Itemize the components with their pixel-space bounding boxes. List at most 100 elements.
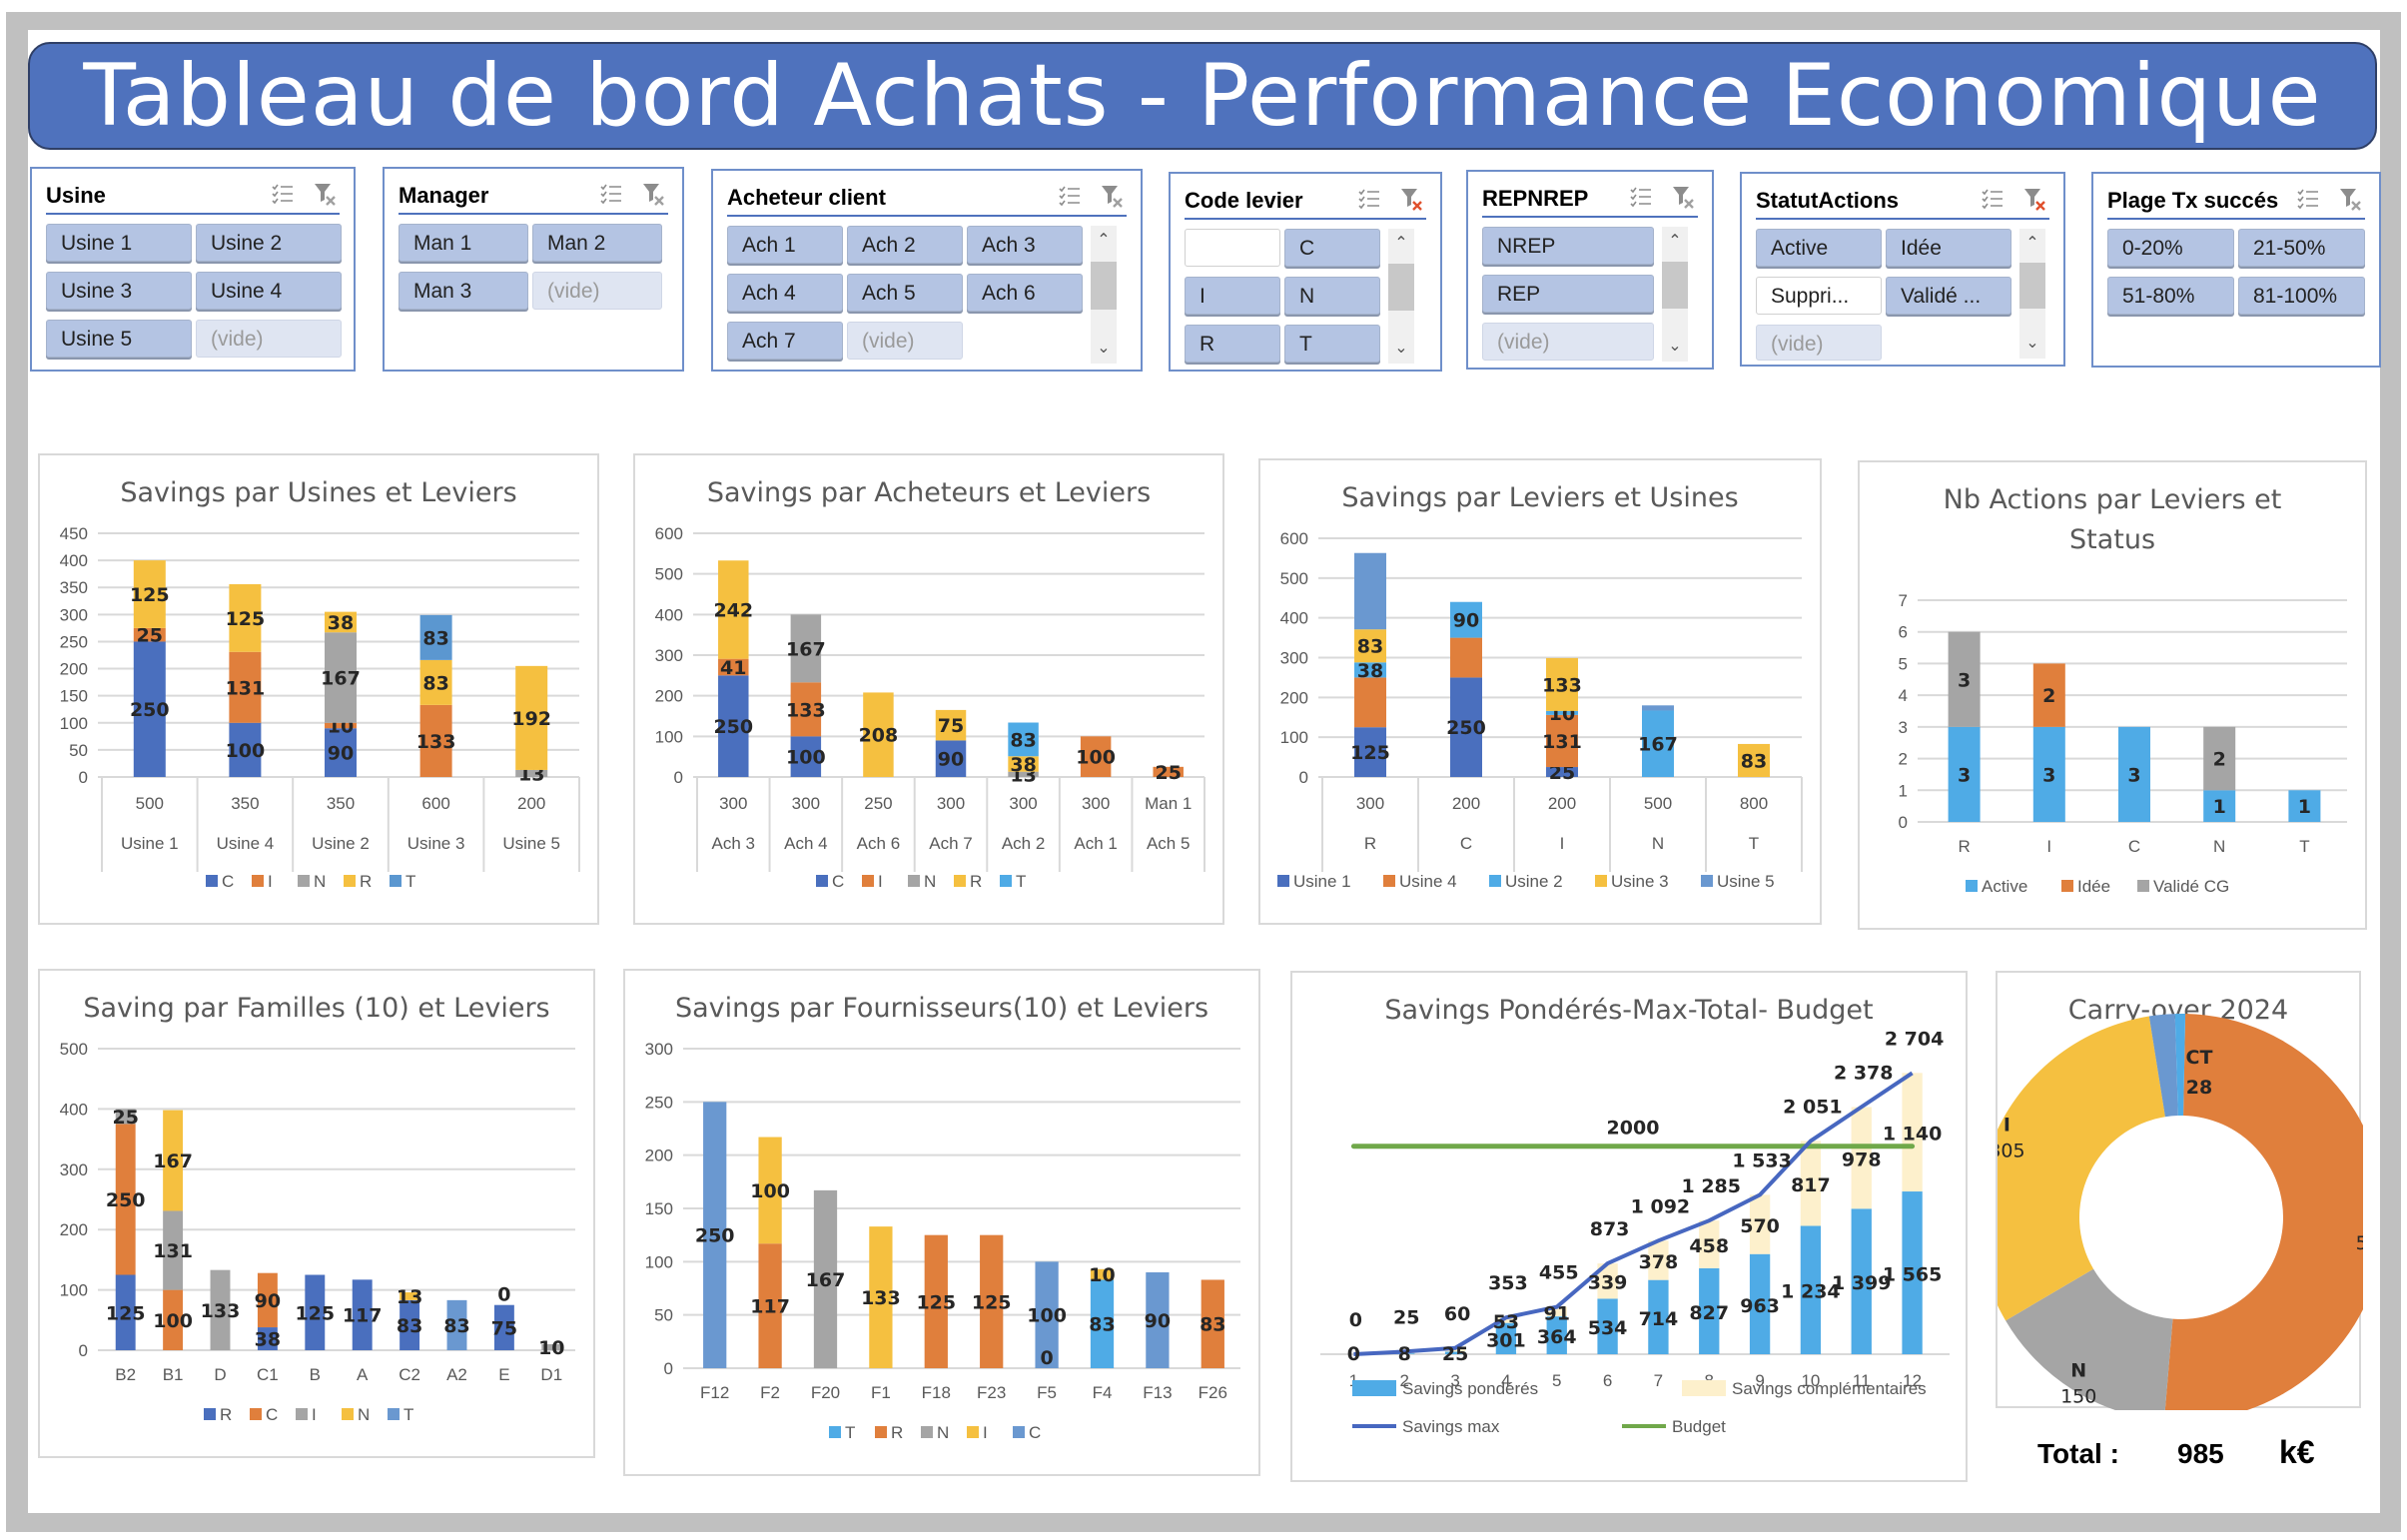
multi-select-icon[interactable] <box>1628 184 1654 210</box>
scroll-up-icon[interactable]: ⌃ <box>1097 232 1111 249</box>
clear-filter-icon[interactable] <box>1099 183 1125 209</box>
clear-filter-icon[interactable] <box>312 181 338 207</box>
svg-text:2: 2 <box>1400 1371 1409 1390</box>
slicer-item[interactable]: 21-50% <box>2238 229 2365 267</box>
slicer-item[interactable]: Ach 3 <box>967 226 1083 264</box>
slicer-item[interactable]: (vide) <box>196 320 342 358</box>
scroll-thumb[interactable] <box>1662 262 1688 309</box>
scroll-thumb[interactable] <box>2019 263 2045 309</box>
chart-fournisseurs_leviers[interactable]: Savings par Fournisseurs(10) et Leviers 0… <box>623 969 1260 1476</box>
scroll-thumb[interactable] <box>1091 262 1117 310</box>
slicer-scrollbar[interactable]: ⌃ ⌄ <box>2019 229 2045 359</box>
slicer-item[interactable]: (vide) <box>1482 323 1654 361</box>
svg-text:T: T <box>405 872 415 891</box>
chart-familles_leviers[interactable]: Saving par Familles (10) et Leviers 0 100 2… <box>38 969 595 1458</box>
slicer-item[interactable]: 0-20% <box>2107 229 2234 267</box>
slicer-item[interactable]: N <box>1284 277 1380 315</box>
clear-filter-icon[interactable] <box>1670 184 1696 210</box>
svg-text:75: 75 <box>491 1317 517 1339</box>
slicer-item[interactable]: Usine 4 <box>196 272 342 310</box>
slicer-item[interactable]: Man 1 <box>399 224 528 262</box>
chart-leviers_usines[interactable]: Savings par Leviers et Usines 0 100 200 300 4… <box>1258 458 1822 925</box>
multi-select-icon[interactable] <box>1356 186 1382 212</box>
chart-carry_over[interactable]: Carry-over 2024R503N150I305CT28 <box>1996 971 2363 1410</box>
svg-text:100: 100 <box>645 1252 673 1271</box>
slicer-item[interactable]: Man 3 <box>399 272 528 310</box>
bar-segment <box>1354 629 1386 663</box>
svg-text:83: 83 <box>397 1315 422 1337</box>
chart-ponderes_budget[interactable]: Savings Pondérés-Max-Total- Budget 12 3 4 5 6… <box>1290 971 1968 1482</box>
slicer-item[interactable]: Ach 1 <box>727 226 843 264</box>
svg-text:714: 714 <box>1639 1308 1679 1330</box>
legend-swatch <box>829 1426 841 1438</box>
scroll-down-icon[interactable]: ⌄ <box>1097 340 1111 357</box>
slicer-item[interactable]: 81-100% <box>2238 277 2365 315</box>
scroll-thumb[interactable] <box>1388 264 1414 311</box>
slicer-item[interactable]: Usine 3 <box>46 272 192 310</box>
legend-swatch <box>2137 880 2149 892</box>
slicer-item[interactable]: Man 2 <box>532 224 662 262</box>
slicer-item[interactable] <box>1185 229 1280 267</box>
clear-filter-icon[interactable] <box>2337 186 2363 212</box>
scroll-up-icon[interactable]: ⌃ <box>1668 233 1682 250</box>
bar-segment <box>790 614 822 683</box>
multi-select-icon[interactable] <box>598 181 624 207</box>
slicer-item[interactable]: NREP <box>1482 227 1654 265</box>
legend-swatch <box>954 875 966 887</box>
slicer-item[interactable]: (vide) <box>532 272 662 310</box>
svg-text:6: 6 <box>1603 1371 1612 1390</box>
multi-select-icon[interactable] <box>1057 183 1083 209</box>
scroll-down-icon[interactable]: ⌄ <box>1668 338 1682 355</box>
svg-text:125: 125 <box>295 1302 335 1324</box>
bar-segment <box>1902 1073 1923 1192</box>
slicer-item[interactable]: Validé ... <box>1886 277 2011 315</box>
slicer-item[interactable]: (vide) <box>1756 325 1882 361</box>
svg-text:300: 300 <box>719 794 747 813</box>
slicer-item[interactable]: Usine 1 <box>46 224 192 262</box>
multi-select-icon[interactable] <box>1980 186 2006 212</box>
bar-segment <box>1146 1272 1170 1368</box>
clear-filter-icon[interactable] <box>2021 186 2047 212</box>
slicer-scrollbar[interactable]: ⌃ ⌄ <box>1388 229 1414 364</box>
bar-segment <box>1546 657 1578 711</box>
legend-swatch <box>1013 1426 1025 1438</box>
svg-text:0: 0 <box>1299 768 1308 787</box>
slicer-item[interactable]: Ach 4 <box>727 274 843 312</box>
slicer-item[interactable]: Suppri... <box>1756 277 1882 315</box>
slicer-item[interactable]: T <box>1284 325 1380 363</box>
chart-title: Savings Pondérés-Max-Total- Budget <box>1384 995 1874 1026</box>
svg-text:9: 9 <box>1755 1371 1764 1390</box>
chart-usines_leviers[interactable]: Savings par Usines et Leviers 0 50 100 150 20… <box>38 453 599 925</box>
svg-text:150: 150 <box>60 687 88 706</box>
slicer-item[interactable]: Usine 2 <box>196 224 342 262</box>
multi-select-icon[interactable] <box>2295 186 2321 212</box>
slicer-item[interactable]: Usine 5 <box>46 320 192 358</box>
slicer-item[interactable]: C <box>1284 229 1380 267</box>
slicer-item[interactable]: Ach 6 <box>967 274 1083 312</box>
slicer-item[interactable]: I <box>1185 277 1280 315</box>
scroll-down-icon[interactable]: ⌄ <box>1394 340 1408 357</box>
chart-acheteurs_leviers[interactable]: Savings par Acheteurs et Leviers 0 100 200 3… <box>633 453 1224 925</box>
slicer-item[interactable]: Active <box>1756 229 1882 267</box>
slicer-item[interactable]: Idée <box>1886 229 2011 267</box>
scroll-up-icon[interactable]: ⌃ <box>2025 235 2039 252</box>
legend-swatch <box>252 875 264 887</box>
slicer-item[interactable]: REP <box>1482 275 1654 313</box>
slicer-scrollbar[interactable]: ⌃ ⌄ <box>1091 226 1117 364</box>
scroll-down-icon[interactable]: ⌄ <box>2025 335 2039 352</box>
multi-select-icon[interactable] <box>270 181 296 207</box>
bar-segment <box>718 658 749 676</box>
slicer-title: Plage Tx succés <box>2107 188 2279 213</box>
slicer-item[interactable]: (vide) <box>847 322 963 360</box>
clear-filter-icon[interactable] <box>640 181 666 207</box>
slicer-item[interactable]: Ach 2 <box>847 226 963 264</box>
scroll-up-icon[interactable]: ⌃ <box>1394 235 1408 252</box>
slicer-item[interactable]: 51-80% <box>2107 277 2234 315</box>
chart-nb_actions[interactable]: Nb Actions par Leviers et Status 0 1 2 3 4 5 6 7 3… <box>1858 460 2367 930</box>
clear-filter-icon[interactable] <box>1398 186 1424 212</box>
svg-text:Ach 3: Ach 3 <box>712 834 755 853</box>
slicer-item[interactable]: Ach 7 <box>727 322 843 360</box>
slicer-scrollbar[interactable]: ⌃ ⌄ <box>1662 227 1688 362</box>
slicer-item[interactable]: Ach 5 <box>847 274 963 312</box>
slicer-item[interactable]: R <box>1185 325 1280 363</box>
